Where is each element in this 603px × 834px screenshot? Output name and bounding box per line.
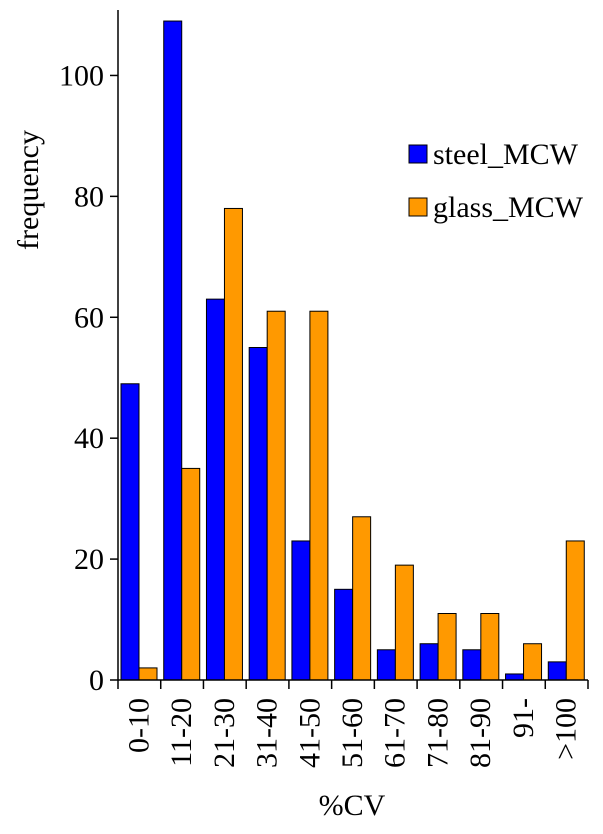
legend-swatch-glass-mcw: [408, 197, 428, 217]
x-tick-label-3: 31-40: [251, 698, 284, 768]
bar-glass-mcw-2: [223, 207, 243, 681]
y-tick-label-0: 0: [89, 664, 104, 697]
x-tick-label-1: 11-20: [165, 698, 198, 767]
y-tick-label-20: 20: [74, 543, 104, 576]
bar-glass-mcw-4: [309, 310, 329, 681]
x-tick-label-6: 61-70: [379, 698, 412, 768]
bar-steel-mcw-3: [248, 347, 268, 681]
bar-steel-mcw-0: [120, 383, 140, 681]
x-tick-label-7: 71-80: [421, 698, 454, 768]
x-tick-label-9: 91-: [507, 698, 540, 738]
x-tick-label-8: 81-90: [464, 698, 497, 768]
y-axis-title: frequency: [12, 130, 45, 250]
axes-layer: [117, 10, 588, 681]
x-ticks-layer: 0-10 11-20 21-30 31-40 41-50 51-60 61-70 71-80 8…: [117, 680, 589, 768]
bar-glass-mcw-0: [138, 667, 158, 681]
bar-glass-mcw-3: [266, 310, 286, 681]
bar-glass-mcw-8: [480, 613, 500, 681]
bar-steel-mcw-4: [291, 540, 311, 681]
y-tick-label-40: 40: [74, 422, 104, 455]
bar-glass-mcw-10: [565, 540, 585, 681]
y-tick-label-60: 60: [74, 301, 104, 334]
bar-steel-mcw-2: [205, 298, 225, 681]
x-tick-label-4: 41-50: [293, 698, 326, 768]
bar-steel-mcw-5: [334, 588, 354, 681]
bar-glass-mcw-9: [523, 643, 543, 681]
bar-steel-mcw-7: [419, 643, 439, 681]
bars-layer: [120, 20, 585, 681]
x-tick-label-0: 0-10: [122, 698, 155, 753]
bar-glass-mcw-6: [394, 564, 414, 681]
y-ticks-layer: 0 20 40 60 80 100: [59, 59, 118, 697]
y-tick-label-100: 100: [59, 59, 104, 92]
legend-label-steel-mcw: steel_MCW: [433, 138, 579, 171]
bar-glass-mcw-7: [437, 613, 457, 681]
legend-swatch-steel-mcw: [408, 144, 428, 164]
y-tick-label-80: 80: [74, 180, 104, 213]
bar-steel-mcw-8: [462, 649, 482, 681]
bar-steel-mcw-10: [547, 661, 567, 681]
x-tick-label-2: 21-30: [208, 698, 241, 768]
bar-glass-mcw-1: [181, 467, 201, 681]
bar-steel-mcw-9: [505, 673, 525, 681]
x-tick-label-5: 51-60: [336, 698, 369, 768]
x-axis-title: %CV: [319, 789, 386, 822]
legend-label-glass-mcw: glass_MCW: [433, 191, 584, 224]
bar-steel-mcw-6: [376, 649, 396, 681]
legend: steel_MCW glass_MCW: [408, 138, 584, 224]
x-tick-label-10: >100: [550, 698, 583, 760]
bar-steel-mcw-1: [163, 20, 183, 681]
bar-glass-mcw-5: [352, 516, 372, 681]
